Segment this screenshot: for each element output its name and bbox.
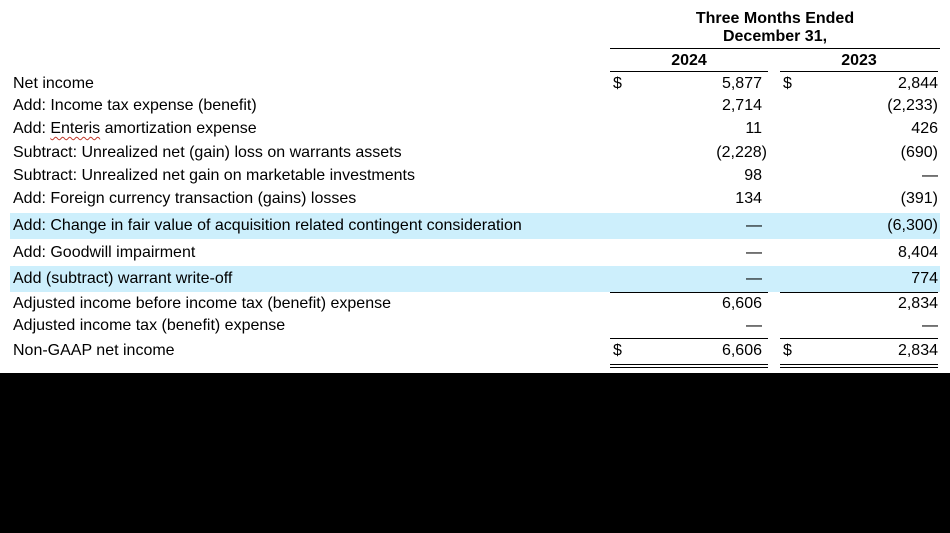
column-header-2024: 2024 — [671, 52, 707, 69]
value-2023: (2,233) — [887, 97, 938, 114]
value-2023: 2,844 — [897, 75, 938, 92]
table-row: Add (subtract) warrant write-off — 774 — [10, 266, 940, 292]
total-rule-2024 — [610, 338, 768, 339]
row-label: Non-GAAP net income — [13, 342, 175, 359]
financial-table: Three Months Ended December 31, 2024 202… — [0, 0, 950, 373]
subtotal-rule-2023 — [780, 292, 938, 293]
row-label: Add: Change in fair value of acquisition… — [13, 217, 522, 234]
row-label: Adjusted income tax (benefit) expense — [13, 317, 286, 334]
row-label: Add: Income tax expense (benefit) — [13, 97, 257, 114]
value-2024: 134 — [735, 190, 762, 207]
row-label: Adjusted income before income tax (benef… — [13, 295, 391, 312]
value-2024: — — [746, 270, 762, 287]
period-header: Three Months Ended December 31, — [610, 10, 940, 46]
value-2024: — — [746, 317, 762, 334]
value-2023: 8,404 — [897, 244, 938, 261]
row-label: Add (subtract) warrant write-off — [13, 270, 233, 287]
value-2024: — — [746, 217, 762, 234]
value-2024: 6,606 — [721, 342, 762, 359]
currency-symbol: $ — [783, 342, 792, 359]
period-line-1: Three Months Ended — [695, 10, 855, 27]
row-label: Subtract: Unrealized net gain on marketa… — [13, 167, 415, 184]
value-2024: 98 — [744, 167, 762, 184]
value-2023: 774 — [911, 270, 938, 287]
year-rule-2024 — [610, 71, 768, 72]
row-label: Net income — [13, 75, 94, 92]
value-2024: 6,606 — [721, 295, 762, 312]
value-2024: — — [746, 244, 762, 261]
spellcheck-word: Enteris — [50, 120, 101, 137]
row-label: Subtract: Unrealized net (gain) loss on … — [13, 144, 402, 161]
value-2023: (391) — [900, 190, 938, 207]
subtotal-rule-2024 — [610, 292, 768, 293]
value-2023: (690) — [900, 144, 938, 161]
row-label: Add: Goodwill impairment — [13, 244, 196, 261]
value-2023: — — [922, 167, 938, 184]
row-label: Add: Foreign currency transaction (gains… — [13, 190, 357, 207]
row-label: Add: Enteris amortization expense — [13, 120, 257, 137]
value-2024: (2,228) — [716, 144, 767, 161]
period-line-2: December 31, — [722, 28, 828, 45]
value-2023: 2,834 — [897, 295, 938, 312]
value-2024: 11 — [745, 120, 762, 137]
header-rule — [610, 48, 940, 49]
value-2024: 5,877 — [721, 75, 762, 92]
column-header-2023: 2023 — [841, 52, 877, 69]
value-2023: 2,834 — [897, 342, 938, 359]
value-2023: 426 — [911, 120, 938, 137]
currency-symbol: $ — [783, 75, 792, 92]
currency-symbol: $ — [613, 75, 622, 92]
double-rule-2023 — [780, 364, 938, 368]
value-2023: — — [922, 317, 938, 334]
value-2024: 2,714 — [721, 97, 762, 114]
double-rule-2024 — [610, 364, 768, 368]
total-rule-2023 — [780, 338, 938, 339]
currency-symbol: $ — [613, 342, 622, 359]
table-row: Add: Goodwill impairment — 8,404 — [10, 239, 940, 265]
table-row: Add: Change in fair value of acquisition… — [10, 213, 940, 239]
year-rule-2023 — [780, 71, 938, 72]
value-2023: (6,300) — [887, 217, 938, 234]
